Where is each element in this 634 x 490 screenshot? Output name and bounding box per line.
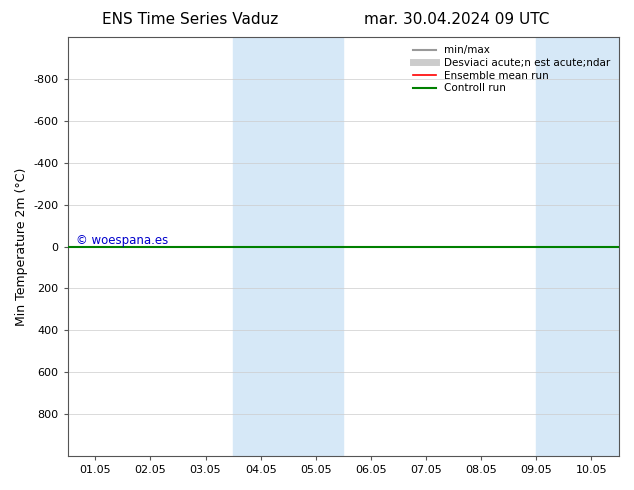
Bar	[233, 37, 344, 456]
Text: ENS Time Series Vaduz: ENS Time Series Vaduz	[102, 12, 278, 27]
Y-axis label: Min Temperature 2m (°C): Min Temperature 2m (°C)	[15, 167, 28, 326]
Text: © woespana.es: © woespana.es	[76, 234, 168, 247]
Legend: min/max, Desviaci acute;n est acute;ndar, Ensemble mean run, Controll run: min/max, Desviaci acute;n est acute;ndar…	[410, 42, 614, 97]
Bar	[536, 37, 619, 456]
Text: mar. 30.04.2024 09 UTC: mar. 30.04.2024 09 UTC	[364, 12, 549, 27]
